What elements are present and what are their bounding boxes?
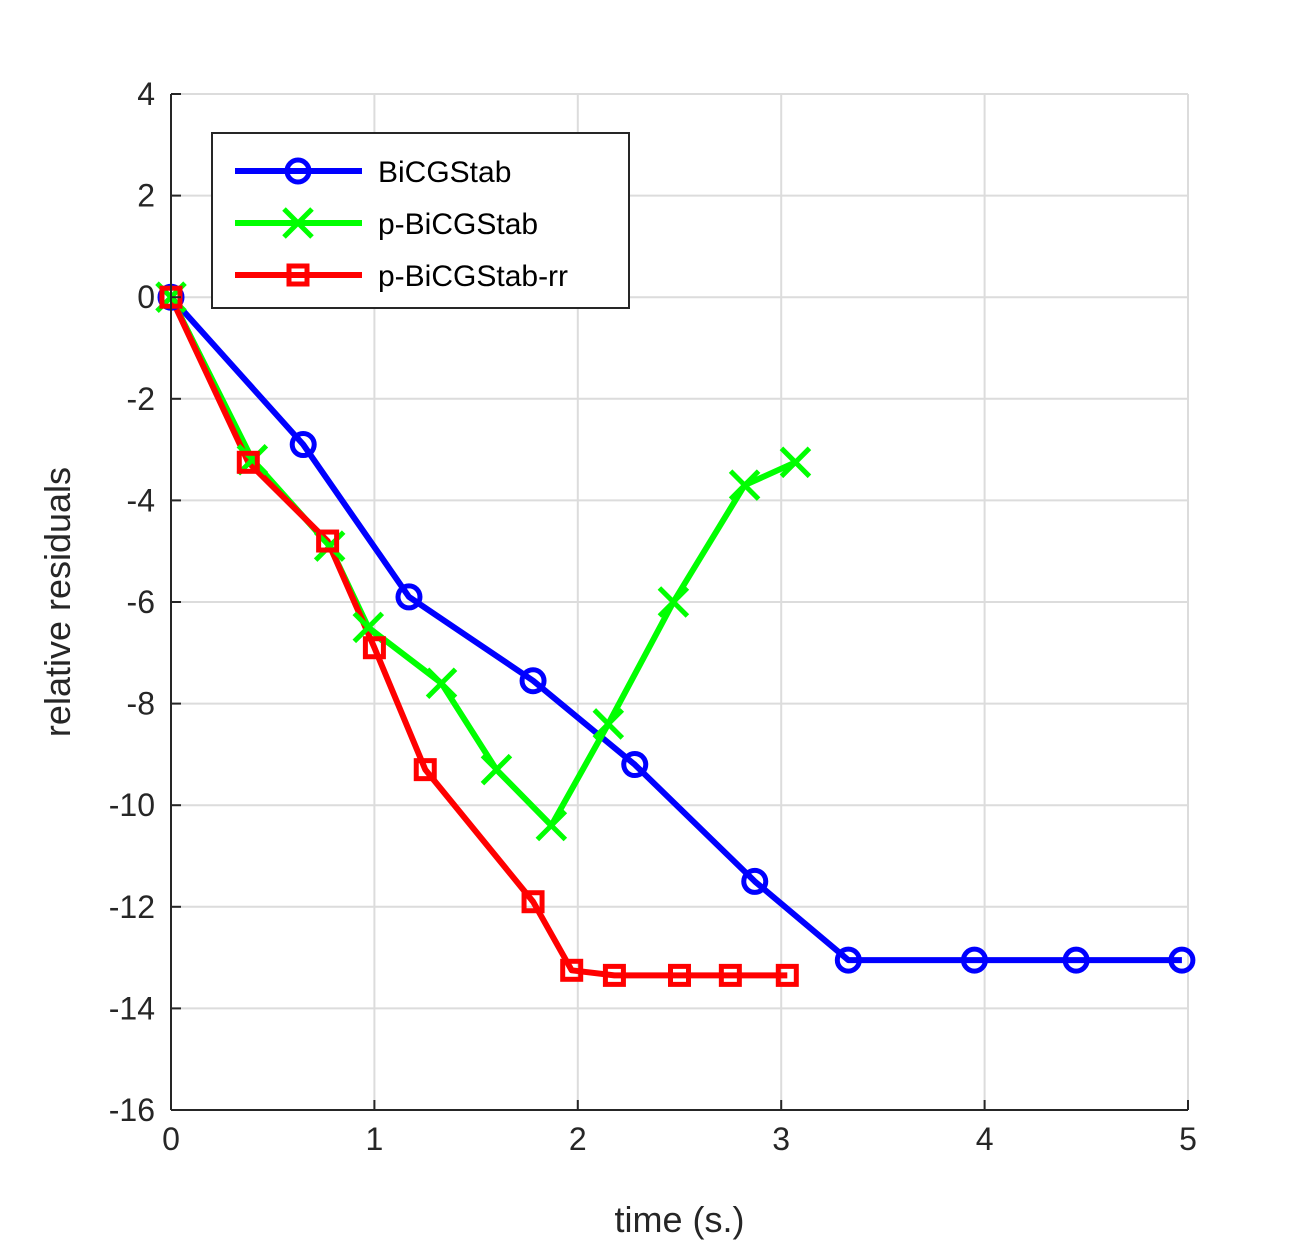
y-tick-label: 2 <box>137 178 155 214</box>
x-axis-label: time (s.) <box>615 1199 745 1240</box>
data-point-p-bicgstab <box>425 667 458 700</box>
legend-label: BiCGStab <box>378 156 511 189</box>
tick-labels: 0 1 2 3 4 5 4 2 0 -2 -4 -6 -8 -10 -12 -14 -16 <box>109 76 1197 1157</box>
data-point-bicgstab <box>395 583 423 611</box>
y-tick-label: -2 <box>127 381 155 417</box>
x-tick-label: 0 <box>162 1121 180 1157</box>
data-point-p-bicgstab <box>728 469 761 501</box>
data-point-p-bicgstab-rr <box>521 890 545 914</box>
data-point-bicgstab <box>289 431 317 459</box>
legend: BiCGStab p-BiCGStab p-BiCGStab-rr <box>211 132 630 309</box>
y-tick-label: -4 <box>127 482 155 518</box>
y-tick-label: -12 <box>109 889 155 925</box>
legend-label: p-BiCGStab-rr <box>378 260 568 293</box>
data-point-p-bicgstab-rr <box>775 963 799 987</box>
x-tick-label: 4 <box>976 1121 994 1157</box>
data-point-bicgstab <box>960 946 988 974</box>
legend-swatch-marker <box>286 263 310 287</box>
series-line-p-bicgstab-rr <box>168 295 788 979</box>
series-line-bicgstab <box>168 295 1182 964</box>
data-point-bicgstab <box>621 751 649 779</box>
y-tick-label: 0 <box>137 279 155 315</box>
data-point-p-bicgstab <box>535 809 568 842</box>
data-point-p-bicgstab-rr <box>560 958 584 982</box>
data-point-p-bicgstab <box>657 586 690 618</box>
y-tick-label: -10 <box>109 787 155 823</box>
y-tick-label: -14 <box>109 990 155 1026</box>
x-tick-label: 5 <box>1179 1121 1197 1157</box>
x-tick-label: 3 <box>772 1121 790 1157</box>
x-tick-label: 1 <box>366 1121 384 1157</box>
x-tick-label: 2 <box>569 1121 587 1157</box>
data-point-bicgstab <box>1168 946 1196 974</box>
data-point-p-bicgstab-rr <box>316 529 340 553</box>
y-tick-label: -6 <box>127 584 155 620</box>
data-point-bicgstab <box>1062 946 1090 974</box>
data-point-bicgstab <box>519 667 547 695</box>
axes <box>170 93 1189 1111</box>
data-point-p-bicgstab-rr <box>668 963 691 987</box>
data-point-p-bicgstab-rr <box>413 758 437 782</box>
legend-swatch-marker <box>282 207 314 239</box>
data-point-bicgstab <box>834 946 862 974</box>
data-point-bicgstab <box>741 867 769 895</box>
data-point-p-bicgstab-rr <box>236 450 260 474</box>
data-point-p-bicgstab <box>592 708 625 740</box>
y-tick-label: -16 <box>109 1092 155 1128</box>
legend-label: p-BiCGStab <box>378 208 538 241</box>
data-point-p-bicgstab <box>779 446 812 479</box>
data-point-p-bicgstab-rr <box>362 636 386 660</box>
data-point-p-bicgstab-rr <box>602 963 626 987</box>
y-tick-label: 4 <box>137 76 155 112</box>
y-tick-label: -8 <box>127 686 155 722</box>
legend-swatch-marker <box>284 157 312 185</box>
y-axis-label: relative residuals <box>37 467 78 737</box>
data-point-p-bicgstab-rr <box>718 963 742 987</box>
data-point-p-bicgstab <box>480 753 513 786</box>
